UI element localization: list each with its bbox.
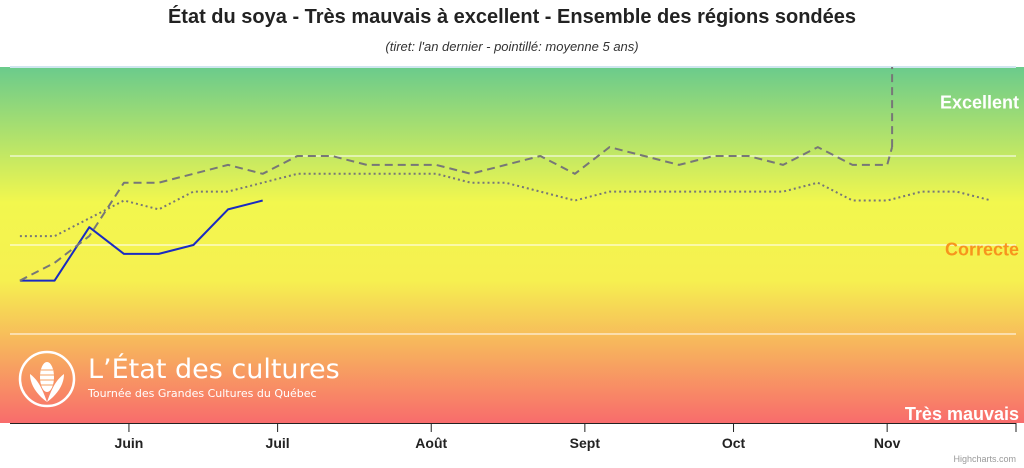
- band-label: Très mauvais: [905, 404, 1019, 424]
- x-tick-label: Sept: [570, 435, 601, 451]
- x-tick-label: Oct: [722, 435, 746, 451]
- corn-leaf-icon: [18, 350, 76, 408]
- chart-subtitle: (tiret: l'an dernier - pointillé: moyenn…: [385, 39, 639, 54]
- band-label: Correcte: [945, 239, 1019, 259]
- x-tick-label: Juin: [115, 435, 144, 451]
- x-tick-label: Juil: [266, 435, 290, 451]
- series-line-solid: [19, 199, 263, 282]
- logo-tagline: Tournée des Grandes Cultures du Québec: [88, 387, 317, 400]
- logo: L’État des cultures Tournée des Grandes …: [18, 349, 340, 409]
- series-line-dashed: [19, 146, 894, 282]
- logo-name: L’État des cultures: [88, 354, 340, 385]
- band-label: Excellent: [940, 93, 1019, 113]
- x-tick-label: Août: [415, 435, 447, 451]
- credits-link[interactable]: Highcharts.com: [953, 454, 1016, 464]
- x-tick-label: Nov: [874, 435, 901, 451]
- chart-title: État du soya - Très mauvais à excellent …: [167, 6, 857, 28]
